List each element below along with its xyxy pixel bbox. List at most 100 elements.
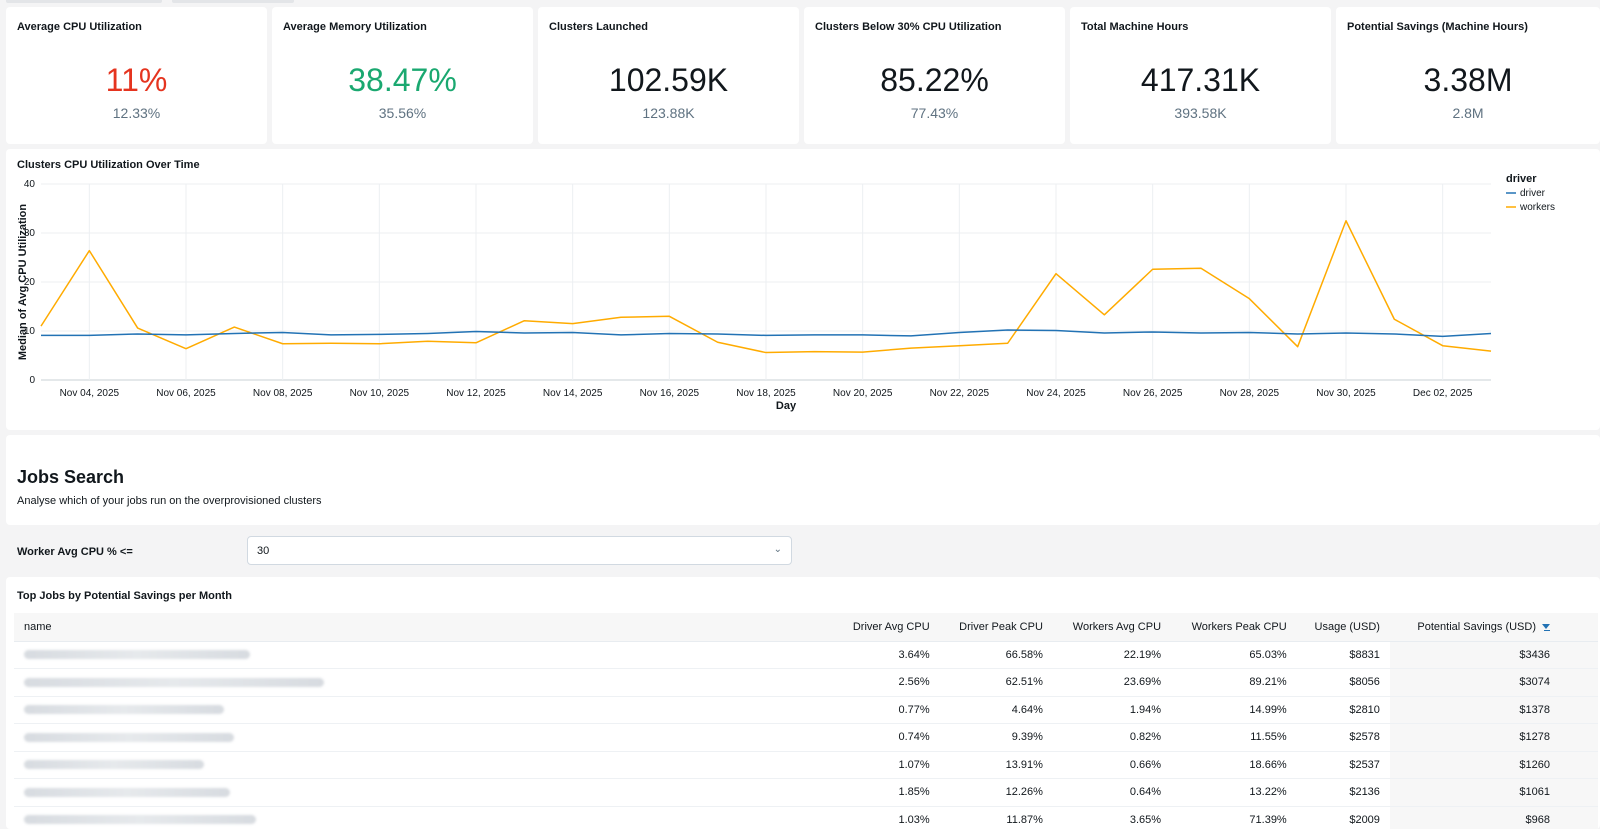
section-description: Analyse which of your jobs run on the ov… (17, 495, 322, 507)
cell-workers-peak-cpu: 18.66% (1171, 751, 1297, 779)
cell-workers-peak-cpu: 11.55% (1171, 723, 1297, 752)
cell-workers-avg-cpu: 22.19% (1052, 641, 1172, 669)
x-tick-label: Nov 26, 2025 (1123, 388, 1183, 399)
kpi-card-avg-memory: Average Memory Utilization 38.47% 35.56% (272, 7, 533, 144)
kpi-previous-value: 2.8M (1452, 105, 1484, 121)
kpi-card-total-machine-hours: Total Machine Hours 417.31K 393.58K (1070, 7, 1331, 144)
cell-workers-peak-cpu: 71.39% (1171, 806, 1297, 829)
top-jobs-table: name Driver Avg CPU Driver Peak CPU Work… (14, 613, 1598, 829)
x-tick-label: Nov 22, 2025 (930, 388, 990, 399)
column-header-driver-peak-cpu[interactable]: Driver Peak CPU (939, 613, 1053, 642)
legend-label-driver[interactable]: driver (1520, 188, 1546, 199)
cell-usage: $2578 (1296, 723, 1390, 752)
legend-label-workers[interactable]: workers (1519, 202, 1555, 213)
table-row[interactable]: 1.85% 12.26% 0.64% 13.22% $2136 $1061 (14, 778, 1598, 807)
y-axis-title: Median of Avg CPU Utilization (17, 204, 29, 361)
cell-driver-peak-cpu: 13.91% (939, 751, 1053, 779)
cell-workers-avg-cpu: 0.66% (1052, 751, 1172, 779)
cell-driver-peak-cpu: 11.87% (939, 806, 1053, 829)
kpi-previous-value: 123.88K (642, 105, 695, 121)
cell-workers-peak-cpu: 89.21% (1171, 668, 1297, 697)
column-header-workers-peak-cpu[interactable]: Workers Peak CPU (1171, 613, 1297, 642)
cell-driver-peak-cpu: 12.26% (939, 778, 1053, 807)
x-tick-label: Nov 24, 2025 (1026, 388, 1086, 399)
cell-workers-avg-cpu: 3.65% (1052, 806, 1172, 829)
x-tick-label: Nov 18, 2025 (736, 388, 796, 399)
cell-workers-avg-cpu: 0.82% (1052, 723, 1172, 752)
cell-workers-avg-cpu: 0.64% (1052, 778, 1172, 807)
job-name-redacted[interactable] (14, 751, 834, 779)
cpu-utilization-chart-card: Clusters CPU Utilization Over Time 0 10 20… (6, 149, 1600, 430)
cell-workers-peak-cpu: 65.03% (1171, 641, 1297, 669)
kpi-card-clusters-below-30: Clusters Below 30% CPU Utilization 85.22… (804, 7, 1065, 144)
table-row[interactable]: 0.77% 4.64% 1.94% 14.99% $2810 $1378 (14, 696, 1598, 724)
kpi-title: Clusters Below 30% CPU Utilization (815, 21, 1002, 33)
cell-usage: $2009 (1296, 806, 1390, 829)
x-tick-label: Nov 20, 2025 (833, 388, 893, 399)
series-line-driver[interactable] (41, 329, 1492, 338)
cell-potential-savings: $3074 (1389, 668, 1598, 697)
cell-driver-avg-cpu: 3.64% (834, 641, 940, 669)
kpi-value: 38.47% (348, 62, 457, 98)
kpi-title: Average CPU Utilization (17, 21, 142, 33)
cell-driver-avg-cpu: 2.56% (834, 668, 940, 697)
x-axis-title: Day (776, 400, 797, 412)
column-header-usage[interactable]: Usage (USD) (1296, 613, 1390, 642)
cell-driver-avg-cpu: 1.07% (834, 751, 940, 779)
cell-potential-savings: $3436 (1389, 641, 1598, 669)
cpu-utilization-line-chart[interactable]: 0 10 20 30 40 Nov 04, 2025 Nov 06, 2025 Nov 08,… (6, 149, 1600, 430)
kpi-title: Average Memory Utilization (283, 21, 427, 33)
cell-usage: $8056 (1296, 668, 1390, 697)
job-name-redacted[interactable] (14, 806, 834, 829)
job-name-redacted[interactable] (14, 668, 834, 697)
chart-title: Clusters CPU Utilization Over Time (17, 159, 200, 171)
table-row[interactable]: 1.07% 13.91% 0.66% 18.66% $2537 $1260 (14, 751, 1598, 779)
section-title: Jobs Search (17, 467, 125, 487)
job-name-redacted[interactable] (14, 778, 834, 807)
cell-workers-avg-cpu: 23.69% (1052, 668, 1172, 697)
sort-descending-icon[interactable] (1536, 621, 1550, 633)
column-header-driver-avg-cpu[interactable]: Driver Avg CPU (834, 613, 940, 642)
kpi-title: Clusters Launched (549, 21, 649, 33)
y-tick-label: 20 (24, 277, 36, 288)
table-header-row: name Driver Avg CPU Driver Peak CPU Work… (14, 613, 1598, 642)
y-tick-label: 0 (29, 375, 35, 386)
kpi-title: Total Machine Hours (1081, 21, 1189, 33)
column-header-label: Potential Savings (USD) (1417, 620, 1536, 633)
table-row[interactable]: 2.56% 62.51% 23.69% 89.21% $8056 $3074 (14, 668, 1598, 697)
cell-usage: $2136 (1296, 778, 1390, 807)
kpi-value: 3.38M (1423, 62, 1513, 98)
cell-potential-savings: $1061 (1389, 778, 1598, 807)
kpi-card-clusters-launched: Clusters Launched 102.59K 123.88K (538, 7, 799, 144)
table-title: Top Jobs by Potential Savings per Month (17, 590, 232, 602)
column-header-name[interactable]: name (14, 613, 834, 642)
x-tick-label: Nov 28, 2025 (1220, 388, 1280, 399)
cell-driver-peak-cpu: 4.64% (939, 696, 1053, 724)
job-name-redacted[interactable] (14, 641, 834, 669)
job-name-redacted[interactable] (14, 723, 834, 752)
column-header-potential-savings[interactable]: Potential Savings (USD) (1389, 613, 1598, 642)
table-row[interactable]: 1.03% 11.87% 3.65% 71.39% $2009 $968 (14, 806, 1598, 829)
column-header-workers-avg-cpu[interactable]: Workers Avg CPU (1052, 613, 1172, 642)
cell-potential-savings: $1378 (1389, 696, 1598, 724)
tab-indicator[interactable] (172, 0, 294, 3)
y-tick-label: 30 (24, 228, 36, 239)
kpi-value: 11% (105, 62, 168, 98)
job-name-redacted[interactable] (14, 696, 834, 724)
cell-potential-savings: $1278 (1389, 723, 1598, 752)
chevron-down-icon: ⌄ (773, 544, 782, 555)
table-row[interactable]: 3.64% 66.58% 22.19% 65.03% $8831 $3436 (14, 641, 1598, 669)
series-line-workers[interactable] (40, 220, 1492, 354)
jobs-search-section: Jobs Search Analyse which of your jobs r… (6, 435, 1600, 525)
y-tick-label: 10 (24, 326, 36, 337)
tab-indicator[interactable] (6, 0, 162, 3)
cell-driver-avg-cpu: 0.74% (834, 723, 940, 752)
table-row[interactable]: 0.74% 9.39% 0.82% 11.55% $2578 $1278 (14, 723, 1598, 752)
kpi-previous-value: 12.33% (112, 105, 161, 121)
y-tick-label: 40 (24, 179, 36, 190)
cell-driver-avg-cpu: 1.03% (834, 806, 940, 829)
cell-workers-peak-cpu: 14.99% (1171, 696, 1297, 724)
kpi-previous-value: 35.56% (378, 105, 427, 121)
worker-avg-cpu-select[interactable]: 30 ⌄ (247, 536, 792, 565)
select-value: 30 (257, 545, 270, 557)
